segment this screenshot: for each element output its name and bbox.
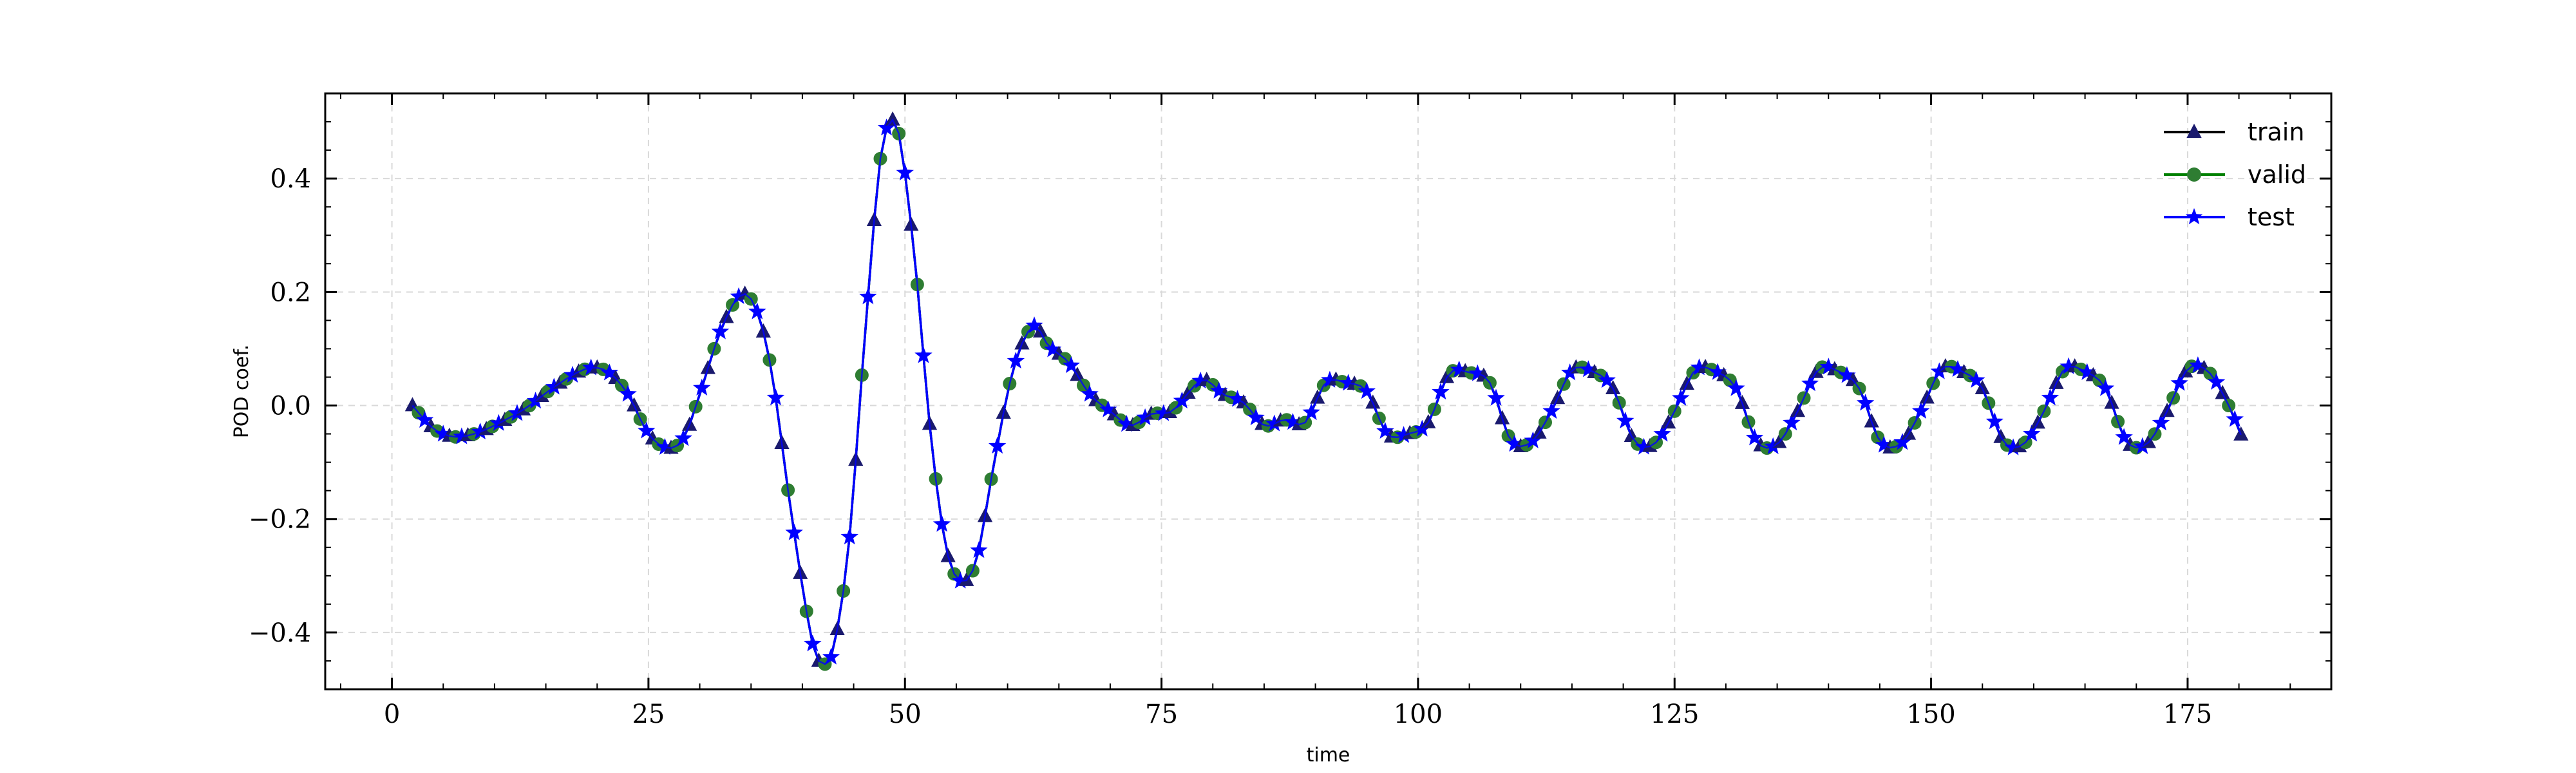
grid-lines <box>325 93 2331 689</box>
y-axis-label: POD coef. <box>231 345 253 439</box>
series-line-test-top <box>412 118 2242 665</box>
legend-entry-valid: valid <box>2164 160 2306 189</box>
series-layer <box>404 111 2249 671</box>
x-tick-label: 125 <box>1650 700 1699 729</box>
axis-ticks: 0 25 50 75 100 125 150 175 −0.4 −0.2 0.0 0.2 0.4 <box>249 93 2331 729</box>
plot-frame <box>324 92 2333 691</box>
y-tick-label: 0.4 <box>270 164 311 194</box>
x-tick-label: 0 <box>384 700 400 729</box>
y-tick-label: −0.2 <box>249 505 311 535</box>
x-tick-label: 25 <box>632 700 665 729</box>
series-valid <box>412 119 2242 665</box>
series-test <box>412 119 2242 665</box>
y-tick-label: −0.4 <box>249 618 311 648</box>
x-axis-label: time <box>1307 744 1350 767</box>
legend-marker-train <box>2186 124 2202 138</box>
legend-entry-train: train <box>2164 118 2304 146</box>
legend-label-train: train <box>2248 118 2304 146</box>
legend-marker-valid <box>2187 167 2201 182</box>
x-tick-label: 150 <box>1906 700 1955 729</box>
legend-label-valid: valid <box>2248 160 2306 189</box>
data-point-train <box>1032 323 1048 338</box>
x-tick-label: 175 <box>2163 700 2212 729</box>
legend-entry-test: test <box>2164 203 2295 231</box>
legend: train valid test <box>2164 118 2306 231</box>
legend-marker-test <box>2185 208 2203 225</box>
y-tick-label: 0.2 <box>270 278 311 307</box>
x-tick-label: 100 <box>1394 700 1443 729</box>
y-tick-label: 0.0 <box>270 392 311 421</box>
x-tick-label: 75 <box>1145 700 1178 729</box>
series-line-valid <box>412 119 2242 665</box>
series-train <box>412 119 2242 665</box>
legend-label-test: test <box>2248 203 2295 231</box>
x-tick-label: 50 <box>889 700 922 729</box>
series-line-train <box>412 119 2242 665</box>
series-line-test <box>412 119 2242 665</box>
